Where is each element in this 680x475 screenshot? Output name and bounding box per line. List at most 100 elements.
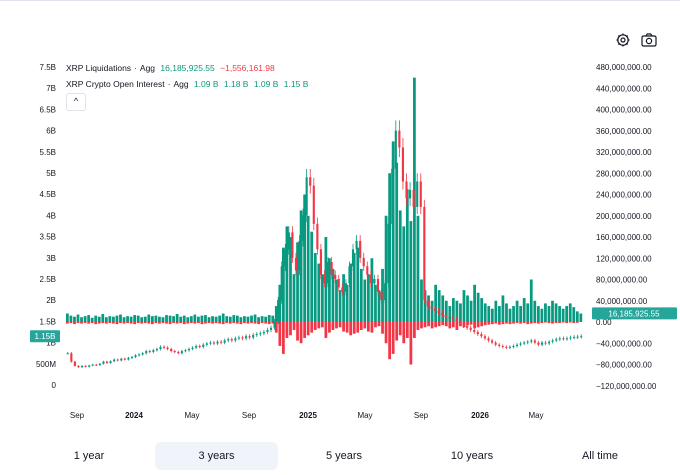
liquidation-long-bar [175,314,179,322]
liquidation-long-bar [207,317,211,322]
left-axis-tick: 7B [46,84,56,93]
open-interest-candle [277,300,280,322]
legend-open-interest: XRP Crypto Open Interest · Agg 1.09 B 1.18… [66,79,309,89]
liquidation-short-bar [285,322,289,338]
liquidation-long-bar [558,306,561,322]
open-interest-candle [98,363,101,366]
liquidation-long-bar [243,316,246,322]
liquidation-short-bar [274,322,278,333]
x-axis-tick: May [184,411,199,420]
liquidation-long-bar [512,306,515,322]
open-interest-candle [209,342,212,344]
liquidation-long-bar [66,313,69,322]
open-interest-candle [216,341,219,344]
liquidation-short-bar [172,322,175,324]
open-interest-candle [373,279,376,284]
liquidation-short-bar [310,322,314,333]
liquidation-short-bar [320,322,324,328]
open-interest-candle [533,340,536,343]
camera-icon[interactable] [638,30,660,50]
liquidation-long-bar [416,215,420,322]
open-interest-candle [291,232,294,258]
liquidation-long-bar [200,315,204,323]
open-interest-candle [73,361,76,366]
liquidation-short-bar [430,322,434,329]
liquidation-long-bar [257,317,260,322]
legend-oi-close: 1.15 B [283,79,309,89]
liquidation-short-bar [126,322,129,324]
liquidation-long-bar [554,303,558,322]
liquidation-short-bar [282,322,285,354]
liquidation-long-bar [204,315,207,322]
open-interest-candle [187,348,191,351]
liquidation-short-bar [101,322,105,324]
liquidation-long-bar [359,268,363,323]
liquidation-short-bar [508,322,512,325]
liquidation-long-bar [356,247,360,323]
liquidation-long-bar [303,194,307,322]
legend-collapse-button[interactable]: ^ [66,93,86,111]
liquidation-short-bar [490,322,494,325]
liquidation-long-bar [104,317,108,322]
liquidation-short-bar [388,322,391,360]
liquidation-long-bar [490,308,494,322]
liquidation-short-bar [558,322,561,324]
right-axis-tick: 80,000,000.00 [596,276,648,285]
open-interest-candle [437,310,440,313]
liquidation-long-bar [218,315,222,323]
open-interest-candle [423,206,426,301]
open-interest-candle [195,345,198,348]
liquidation-short-bar [278,322,282,346]
chart-canvas[interactable]: 0 500M 1B 1.5B 2B 2.5B 3B 3.5B 4B 4.5B 5B 5.5B 6B 6.5… [0,0,680,440]
liquidation-short-bar [565,322,569,324]
right-axis-tick: 280,000,000.00 [596,169,652,178]
liquidation-short-bar [374,322,377,328]
liquidation-short-bar [526,322,530,325]
liquidation-long-bar [459,303,462,322]
liquidation-short-bar [306,322,310,336]
liquidation-long-bar [515,300,519,322]
x-axis-tick: 2026 [471,411,489,420]
open-interest-candle [551,340,554,342]
tab-1-year[interactable]: 1 year [73,450,105,462]
tab-all-time[interactable]: All time [581,450,619,462]
liquidation-long-bar [384,215,388,322]
liquidation-short-bar [250,322,253,324]
liquidation-short-bar [498,322,501,325]
liquidation-short-bar [505,322,508,324]
liquidation-long-bar [211,316,214,322]
settings-gear-icon[interactable] [612,30,634,50]
left-axis-tick: 7.5B [40,63,56,72]
right-axis-tick: 440,000,000.00 [596,84,652,93]
liquidation-short-bar [161,322,165,324]
open-interest-candle [252,334,255,338]
tab-5-years[interactable]: 5 years [325,450,363,462]
open-interest-candle [312,185,315,224]
liquidation-long-bar [69,315,73,323]
open-interest-candle [519,343,522,345]
liquidation-long-bar [501,295,505,322]
open-interest-candle [515,344,519,346]
liquidation-short-bar [420,322,423,329]
liquidation-long-bar [87,315,91,322]
oi-current-badge [30,330,60,343]
right-axis-tick: 160,000,000.00 [596,233,652,242]
tab-10-years[interactable]: 10 years [450,450,494,462]
liquidation-long-bar [551,300,554,322]
liquidation-long-bar [434,284,438,322]
open-interest-candle [448,317,451,319]
left-axis-tick: 4B [46,211,56,220]
tab-3-years[interactable]: 3 years [155,442,278,470]
liquidation-short-bar [313,322,317,330]
liquidation-long-bar [494,300,498,322]
liquidation-short-bar [179,322,183,324]
liquidation-short-bar [476,322,480,328]
liquidation-long-bar [391,141,395,323]
liquidation-short-bar [519,322,523,324]
x-axis-tick: May [528,411,543,420]
liquidation-long-bar [455,300,459,322]
liquidation-long-bar [540,308,544,322]
liquidation-long-bar [572,307,576,323]
liquidation-short-bar [515,322,519,324]
liquidation-long-bar [158,316,161,322]
